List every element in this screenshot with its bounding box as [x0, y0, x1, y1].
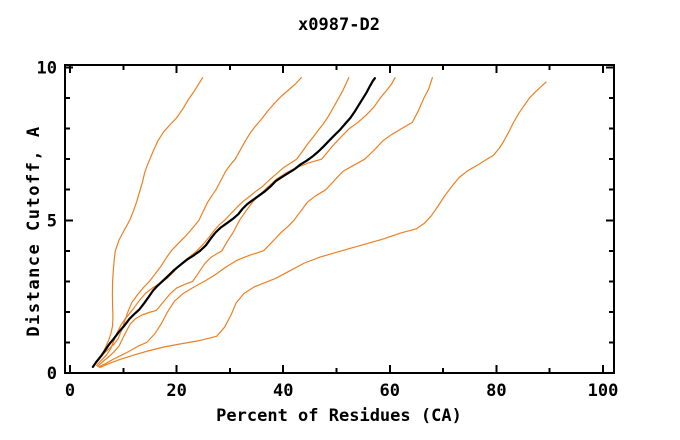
plot-border	[64, 64, 615, 374]
series-line-orange-3	[96, 77, 350, 366]
y-axis-label: Distance Cutoff, A	[24, 125, 44, 336]
series-line-orange-6	[99, 81, 547, 369]
x-tick-label: 40	[273, 381, 293, 401]
y-tick-label: 10	[37, 59, 57, 79]
x-tick-label: 20	[166, 381, 186, 401]
x-tick-label: 80	[486, 381, 506, 401]
series-line-orange-5	[98, 77, 433, 368]
series-lines	[91, 77, 547, 369]
x-axis-label: Percent of Residues (CA)	[216, 406, 462, 426]
x-tick-label: 100	[588, 381, 619, 401]
axes: 0 20 40 60 80 100 0 5 10	[37, 59, 619, 402]
y-tick-label: 5	[47, 211, 57, 231]
x-tick-label: 60	[380, 381, 400, 401]
chart-title: x0987-D2	[298, 15, 380, 35]
series-line-orange-1	[93, 77, 204, 365]
series-line-black	[91, 77, 376, 368]
x-tick-label: 0	[65, 381, 75, 401]
series-line-orange-2	[95, 77, 302, 365]
y-tick-label: 0	[47, 364, 57, 384]
series-line-orange-4	[97, 77, 396, 367]
